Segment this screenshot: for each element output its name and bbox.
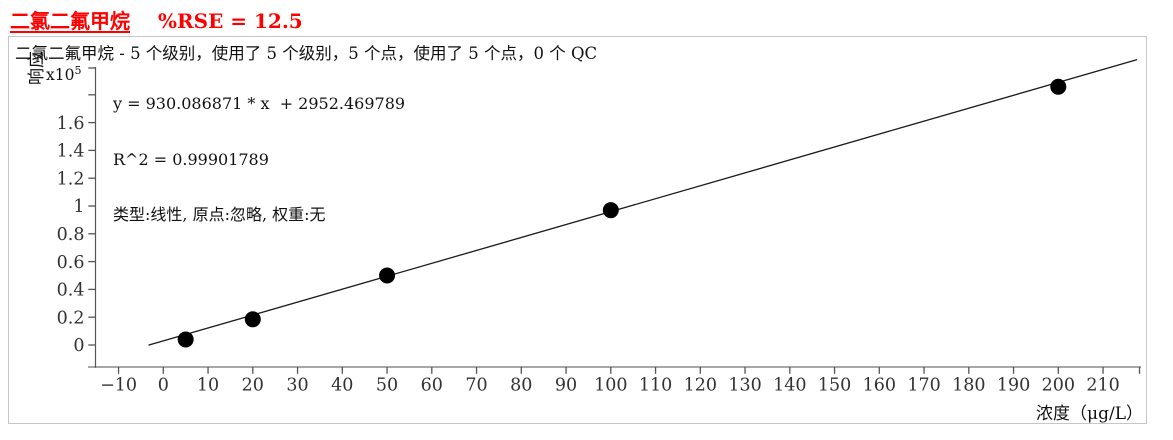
fit-model-description: 类型:线性, 原点:忽略, 权重:无: [113, 205, 326, 224]
calibration-point[interactable]: [602, 202, 619, 219]
x-tick-label: 180: [952, 376, 985, 396]
x-tick-label: 0: [158, 376, 169, 396]
x-tick-label: 210: [1086, 376, 1119, 396]
y-axis-scale-factor: x105: [46, 64, 82, 85]
x-tick-label: 150: [818, 376, 851, 396]
compound-name: 二氯二氟甲烷: [10, 9, 130, 33]
x-tick-label: 190: [997, 376, 1030, 396]
fit-statistics: y = 930.086871 * x + 2952.469789 R^2 = 0…: [113, 58, 405, 262]
calibration-point[interactable]: [1050, 78, 1067, 95]
calibration-point[interactable]: [379, 267, 396, 284]
x-tick-label: 200: [1042, 376, 1075, 396]
y-tick-label: 1.2: [57, 169, 85, 189]
x-tick-label: 70: [465, 376, 487, 396]
rse-value: %RSE = 12.5: [158, 9, 303, 33]
y-tick-label: 0: [73, 336, 84, 356]
x-tick-label: 10: [197, 376, 219, 396]
y-tick-label: 1.4: [57, 142, 85, 162]
y-tick-label: 0.4: [57, 281, 85, 301]
y-tick-label: 0.6: [57, 253, 85, 273]
x-tick-label: 170: [907, 376, 940, 396]
x-tick-label: 30: [286, 376, 308, 396]
calibration-point[interactable]: [177, 331, 194, 348]
x-tick-label: 80: [510, 376, 532, 396]
x-tick-label: 100: [594, 376, 627, 396]
x-tick-label: 60: [421, 376, 443, 396]
compound-rse-title: 二氯二氟甲烷 %RSE = 12.5: [10, 5, 303, 34]
calibration-info-line: 二氯二氟甲烷 - 5 个级别，使用了 5 个级别，5 个点，使用了 5 个点，0…: [15, 44, 598, 63]
x-axis-title: 浓度（μg/L）: [1036, 404, 1143, 424]
fit-equation: y = 930.086871 * x + 2952.469789: [113, 94, 406, 113]
x-tick-label: 20: [242, 376, 264, 396]
regression-line: [148, 58, 1138, 346]
calibration-point[interactable]: [244, 311, 261, 328]
fit-r-squared: R^2 = 0.99901789: [113, 149, 269, 169]
y-tick-label: 1: [73, 197, 84, 217]
x-tick-label: 130: [728, 376, 761, 396]
x-tick-label: 120: [684, 376, 717, 396]
y-tick-label: 0.8: [57, 225, 85, 245]
y-tick-label: 0.2: [57, 308, 85, 328]
x-tick-label: −10: [100, 376, 137, 396]
x-tick-label: 40: [331, 376, 353, 396]
y-tick-label: 1.6: [57, 114, 85, 134]
x-tick-label: 90: [555, 376, 577, 396]
x-tick-label: 110: [639, 376, 672, 396]
x-tick-label: 140: [773, 376, 806, 396]
x-tick-label: 160: [863, 376, 896, 396]
x-tick-label: 50: [376, 376, 398, 396]
